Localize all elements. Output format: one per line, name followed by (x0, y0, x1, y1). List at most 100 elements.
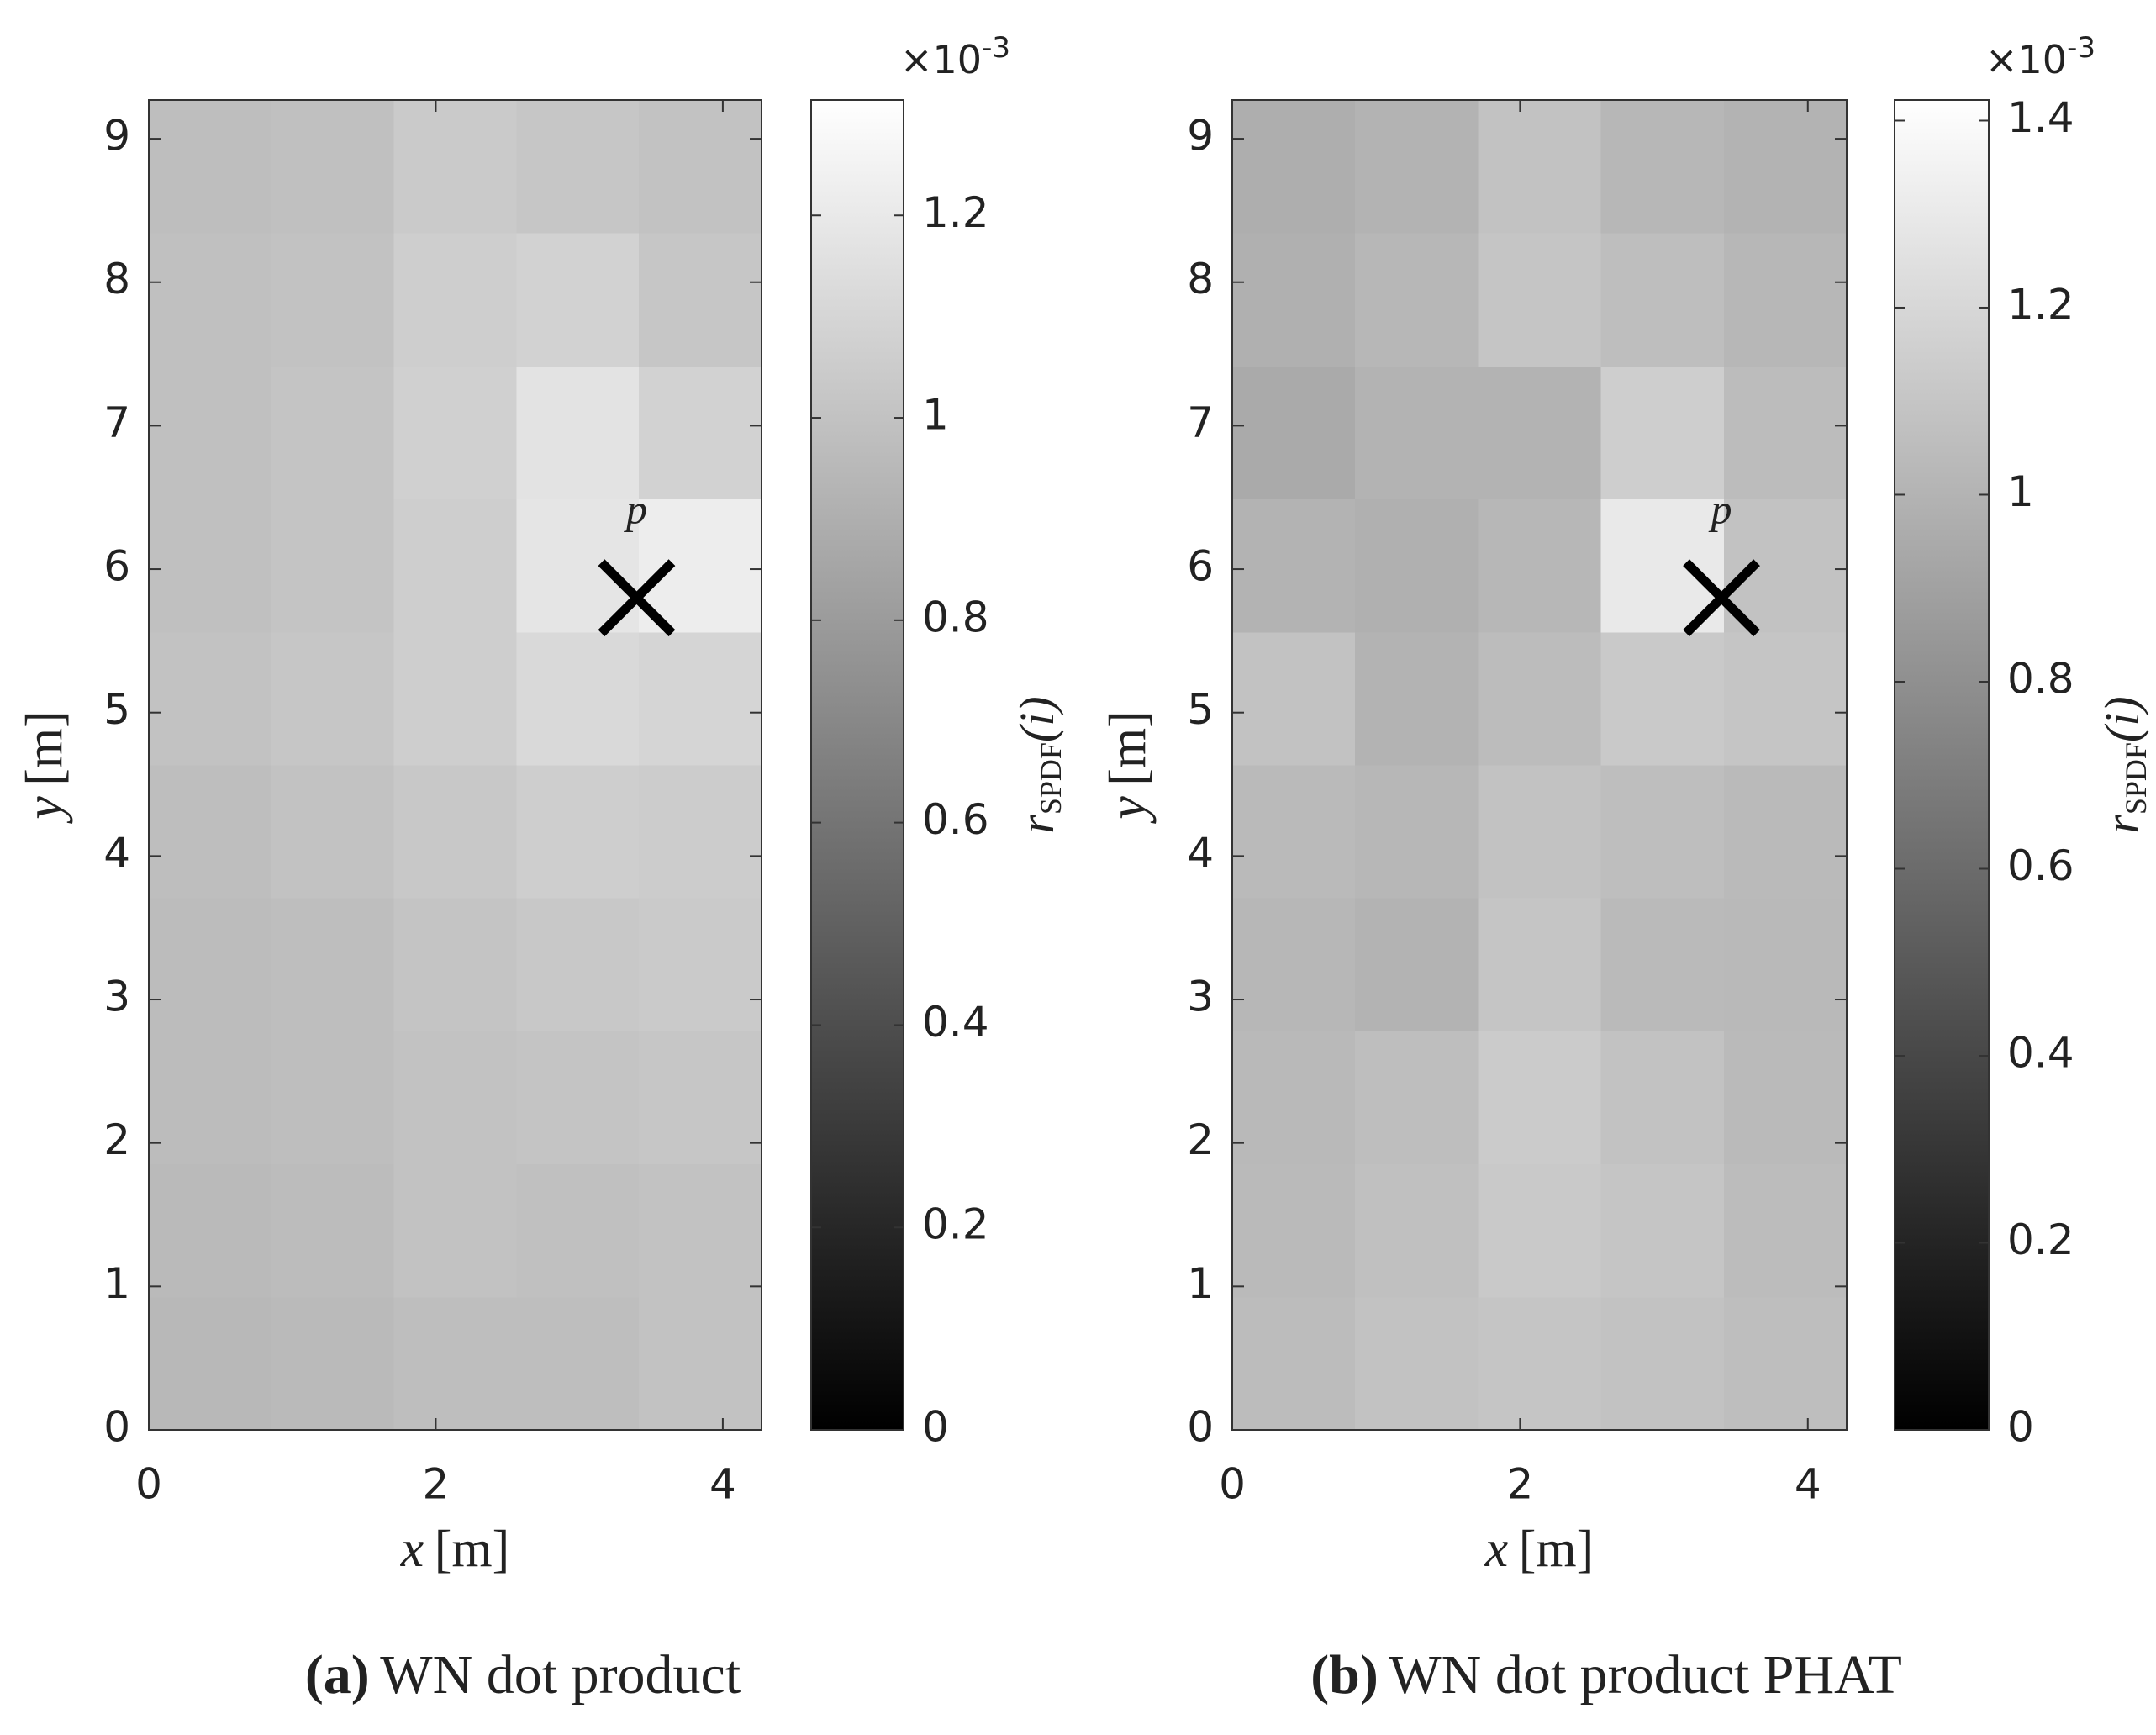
heatmap-cell (1355, 233, 1479, 367)
heatmap-cell (1600, 1031, 1725, 1165)
y-tick-label: 0 (1187, 1403, 1214, 1452)
colorbar-label: rSPDF(i) (2095, 696, 2153, 833)
heatmap-cell (1723, 898, 1848, 1031)
heatmap-cell (393, 100, 517, 234)
heatmap-cell (639, 1296, 762, 1431)
heatmap-cell (639, 233, 762, 367)
heatmap-cell (271, 765, 395, 899)
heatmap-cell (639, 498, 762, 633)
heatmap-cell (1478, 100, 1602, 234)
heatmap-cell (516, 100, 640, 234)
colorbar-tick-label: 1.2 (2007, 280, 2074, 329)
heatmap-cell (1232, 498, 1356, 633)
heatmap-cell (1355, 1031, 1479, 1165)
colorbar-tick-label: 0.4 (2007, 1028, 2074, 1077)
heatmap-cell (393, 631, 517, 766)
heatmap-cell (1723, 233, 1848, 367)
colorbar (810, 99, 904, 1431)
caption-text: WN dot product (380, 1644, 741, 1706)
heatmap-cell (1723, 100, 1848, 234)
heatmap-cell (271, 233, 395, 367)
y-tick-label: 1 (1187, 1259, 1214, 1308)
heatmap-cell (639, 898, 762, 1031)
y-tick-label: 9 (103, 112, 130, 161)
colorbar-label-sub: SPDF (2119, 742, 2153, 815)
colorbar (1894, 99, 1990, 1431)
heatmap-cell (271, 631, 395, 766)
y-tick-label: 7 (1187, 398, 1214, 447)
heatmap-cell (1478, 233, 1602, 367)
heatmap-cell (149, 1296, 272, 1431)
heatmap-cell (1355, 631, 1479, 766)
x-tick-label: 0 (1219, 1460, 1246, 1509)
heatmap-cell (516, 366, 640, 500)
y-axis-unit: [m] (16, 710, 73, 786)
heatmap-cell (1600, 233, 1725, 367)
heatmap-cell (149, 498, 272, 633)
heatmap-cell (149, 100, 272, 234)
heatmap-cell (1723, 1296, 1848, 1431)
colorbar-label: rSPDF(i) (1009, 696, 1067, 833)
colorbar-label-arg: (i) (2095, 696, 2149, 742)
heatmap-cell (393, 366, 517, 500)
heatmap-cell (393, 233, 517, 367)
caption: (b) WN dot product PHAT (1310, 1644, 1902, 1706)
heatmap-cell (1723, 765, 1848, 899)
heatmap-cell (149, 631, 272, 766)
heatmap-cell (149, 233, 272, 367)
caption-label: (b) (1310, 1644, 1378, 1706)
y-tick-label: 1 (103, 1259, 130, 1308)
heatmap-cell (149, 898, 272, 1031)
colorbar-tick-label: 0.6 (2007, 841, 2074, 890)
y-tick-label: 2 (1187, 1115, 1214, 1164)
exponent-power: -3 (2067, 31, 2095, 65)
heatmap-cell (1478, 631, 1602, 766)
plot-frame (1231, 99, 1848, 1431)
heatmap-cell (271, 1296, 395, 1431)
heatmap-cell (1600, 1163, 1725, 1298)
heatmap-cell (1600, 765, 1725, 899)
caption-label: (a) (305, 1644, 370, 1706)
exponent-base: ×10 (1985, 37, 2067, 82)
heatmap-cell (1478, 765, 1602, 899)
y-tick-label: 0 (103, 1403, 130, 1452)
heatmap-cell (639, 765, 762, 899)
heatmap-cell (639, 1163, 762, 1298)
heatmap-cell (1355, 498, 1479, 633)
heatmap-cell (1478, 1296, 1602, 1431)
heatmap-cell (1355, 765, 1479, 899)
colorbar-tick-label: 0.8 (2007, 654, 2074, 703)
heatmap-cell (1723, 366, 1848, 500)
heatmap-cell (516, 233, 640, 367)
heatmap-cell (149, 765, 272, 899)
heatmap-cell (1723, 631, 1848, 766)
colorbar-tick-label: 0.4 (922, 998, 989, 1047)
heatmap-cell (1600, 366, 1725, 500)
y-axis-var: y (1099, 796, 1157, 825)
heatmap-cell (149, 366, 272, 500)
x-axis-unit: [m] (435, 1521, 510, 1578)
heatmap-cell (393, 498, 517, 633)
exponent-power: -3 (982, 31, 1010, 65)
heatmap-cell (516, 898, 640, 1031)
x-axis-label: x [m] (400, 1521, 510, 1578)
x-axis-label: x [m] (1484, 1521, 1595, 1578)
y-tick-label: 4 (103, 829, 130, 878)
colorbar-exponent: ×10-3 (900, 31, 1010, 82)
y-tick-label: 9 (1187, 112, 1214, 161)
heatmap-cell (1355, 100, 1479, 234)
colorbar-label-base: r (2095, 815, 2149, 834)
heatmap-cell (1478, 1031, 1602, 1165)
y-axis-label: y [m] (16, 710, 73, 825)
heatmap-cell (1232, 366, 1356, 500)
y-tick-label: 6 (1187, 542, 1214, 591)
colorbar-tick-label: 0.8 (922, 593, 989, 641)
y-axis-unit: [m] (1099, 710, 1157, 786)
heatmap-cell (1478, 366, 1602, 500)
y-tick-label: 2 (103, 1115, 130, 1164)
y-tick-label: 8 (1187, 255, 1214, 303)
heatmap-cell (639, 1031, 762, 1165)
heatmap-cell (1355, 1296, 1479, 1431)
heatmap-cell (271, 1031, 395, 1165)
